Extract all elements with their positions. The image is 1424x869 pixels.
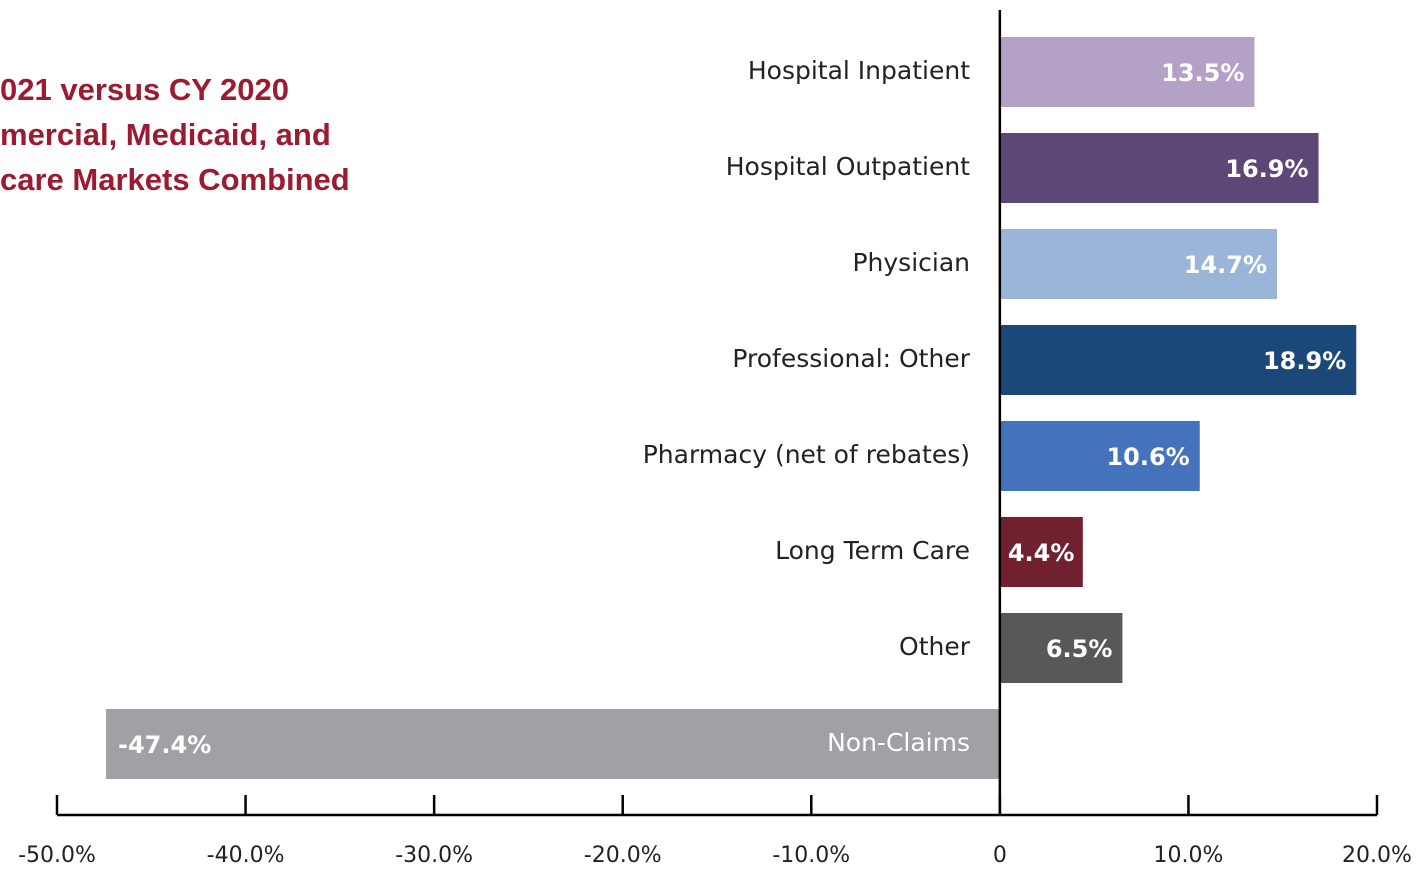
category-label: Hospital Inpatient <box>748 56 970 85</box>
chart-title: 021 versus CY 2020 <box>0 72 289 107</box>
bar <box>999 325 1357 395</box>
value-label: 14.7% <box>1184 251 1267 279</box>
value-label: 18.9% <box>1263 347 1346 375</box>
bar <box>999 613 1123 683</box>
category-label: Physician <box>852 248 970 277</box>
category-label: Non-Claims <box>827 728 970 757</box>
category-label: Other <box>899 632 971 661</box>
x-tick-label: -40.0% <box>207 843 285 868</box>
bar <box>999 517 1083 587</box>
category-label: Professional: Other <box>732 344 970 373</box>
bar <box>106 709 1000 779</box>
x-tick-label: 0 <box>993 843 1007 868</box>
x-tick-label: -20.0% <box>584 843 662 868</box>
chart-title: care Markets Combined <box>0 162 350 197</box>
value-label: 6.5% <box>1046 635 1113 663</box>
x-tick-label: 20.0% <box>1342 843 1412 868</box>
value-label: -47.4% <box>118 731 211 759</box>
chart-title: mercial, Medicaid, and <box>0 117 331 152</box>
value-label: 13.5% <box>1161 59 1244 87</box>
x-tick-label: -50.0% <box>18 843 96 868</box>
category-label: Long Term Care <box>775 536 970 565</box>
bar <box>999 37 1255 107</box>
x-tick-label: 10.0% <box>1153 843 1223 868</box>
value-label: 4.4% <box>1008 539 1075 567</box>
category-label: Hospital Outpatient <box>726 152 970 181</box>
value-label: 16.9% <box>1225 155 1308 183</box>
category-label: Pharmacy (net of rebates) <box>643 440 970 469</box>
x-tick-label: -10.0% <box>772 843 850 868</box>
x-tick-label: -30.0% <box>395 843 473 868</box>
bar <box>999 229 1278 299</box>
bar <box>999 133 1319 203</box>
value-label: 10.6% <box>1106 443 1189 471</box>
bar <box>999 421 1200 491</box>
